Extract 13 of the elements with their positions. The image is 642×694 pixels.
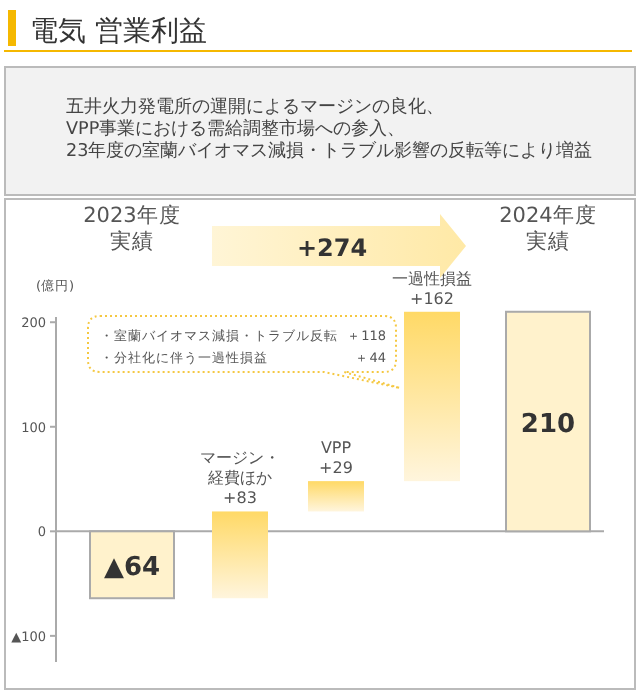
data-label: +83: [223, 489, 257, 508]
text: +274: [296, 234, 368, 262]
x-tick-label: VPP: [320, 439, 352, 458]
data-label: +162: [410, 289, 454, 308]
data-label: 210: [520, 409, 576, 440]
x-tick-label: 一過性損益: [392, 269, 472, 288]
x-tick-label: 2023年度実績: [83, 202, 181, 255]
chart-subtitle: 五井火力発電所の運開によるマージンの良化、 VPP事業における需給調整市場への参入、 23年度の室蘭バイオマス減損・トラブル影響の反転等により増益: [66, 96, 593, 162]
data-label: ▲64: [103, 552, 161, 583]
x-tick-label: マージン・経費ほか: [200, 449, 280, 488]
x-tick-label: 2024年度実績: [499, 202, 597, 255]
chart-title: 電気 営業利益: [30, 16, 207, 48]
data-label: +29: [319, 459, 353, 478]
